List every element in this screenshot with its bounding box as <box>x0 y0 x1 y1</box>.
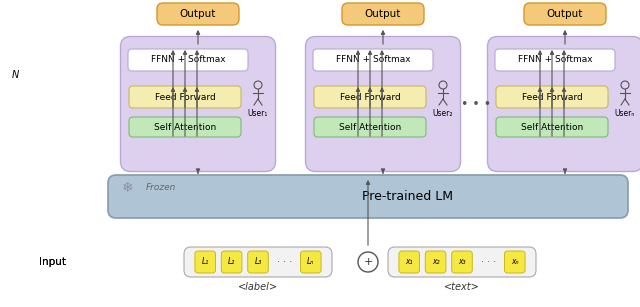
FancyBboxPatch shape <box>120 37 275 172</box>
FancyBboxPatch shape <box>184 247 332 277</box>
FancyBboxPatch shape <box>108 175 628 218</box>
FancyBboxPatch shape <box>488 37 640 172</box>
Text: Output: Output <box>365 9 401 19</box>
FancyBboxPatch shape <box>314 86 426 108</box>
Text: <text>: <text> <box>444 282 480 292</box>
Text: L₁: L₁ <box>202 258 209 266</box>
FancyBboxPatch shape <box>388 247 536 277</box>
Text: User₂: User₂ <box>433 108 453 118</box>
FancyBboxPatch shape <box>301 251 321 273</box>
Text: • • •: • • • <box>461 98 491 111</box>
Text: Userₙ: Userₙ <box>615 108 635 118</box>
FancyBboxPatch shape <box>157 3 239 25</box>
FancyBboxPatch shape <box>313 49 433 71</box>
Text: N: N <box>12 70 19 80</box>
Text: x₁: x₁ <box>406 258 413 266</box>
Text: · · ·: · · · <box>276 257 292 267</box>
Text: Feed Forward: Feed Forward <box>340 92 401 102</box>
Text: FFNN + Softmax: FFNN + Softmax <box>150 56 225 64</box>
FancyBboxPatch shape <box>504 251 525 273</box>
Text: Self Attention: Self Attention <box>339 122 401 131</box>
Text: Self Attention: Self Attention <box>154 122 216 131</box>
Text: Input: Input <box>38 257 65 267</box>
FancyBboxPatch shape <box>221 251 242 273</box>
FancyBboxPatch shape <box>248 251 268 273</box>
FancyBboxPatch shape <box>314 117 426 137</box>
Text: L₂: L₂ <box>228 258 236 266</box>
Text: FFNN + Softmax: FFNN + Softmax <box>336 56 410 64</box>
Text: xₙ: xₙ <box>511 258 518 266</box>
Text: · · ·: · · · <box>481 257 496 267</box>
Text: Self Attention: Self Attention <box>521 122 583 131</box>
Text: <label>: <label> <box>238 282 278 292</box>
FancyBboxPatch shape <box>195 251 216 273</box>
FancyBboxPatch shape <box>426 251 446 273</box>
FancyBboxPatch shape <box>129 86 241 108</box>
Text: Frozen: Frozen <box>146 184 177 192</box>
FancyBboxPatch shape <box>496 117 608 137</box>
FancyBboxPatch shape <box>495 49 615 71</box>
Text: User₁: User₁ <box>248 108 268 118</box>
Text: Output: Output <box>547 9 583 19</box>
FancyBboxPatch shape <box>305 37 461 172</box>
Text: Feed Forward: Feed Forward <box>155 92 216 102</box>
FancyBboxPatch shape <box>399 251 419 273</box>
Text: +: + <box>364 257 372 267</box>
Text: Pre-trained LM: Pre-trained LM <box>362 190 454 203</box>
FancyBboxPatch shape <box>524 3 606 25</box>
Text: x₃: x₃ <box>458 258 466 266</box>
Text: FFNN + Softmax: FFNN + Softmax <box>518 56 592 64</box>
Text: Input: Input <box>38 257 65 267</box>
FancyBboxPatch shape <box>128 49 248 71</box>
Text: Feed Forward: Feed Forward <box>522 92 582 102</box>
FancyBboxPatch shape <box>452 251 472 273</box>
Text: L₃: L₃ <box>254 258 262 266</box>
FancyBboxPatch shape <box>342 3 424 25</box>
FancyBboxPatch shape <box>129 117 241 137</box>
Text: ❄: ❄ <box>122 181 134 195</box>
Text: Output: Output <box>180 9 216 19</box>
Text: x₂: x₂ <box>432 258 439 266</box>
FancyBboxPatch shape <box>496 86 608 108</box>
Text: Lₙ: Lₙ <box>307 258 314 266</box>
